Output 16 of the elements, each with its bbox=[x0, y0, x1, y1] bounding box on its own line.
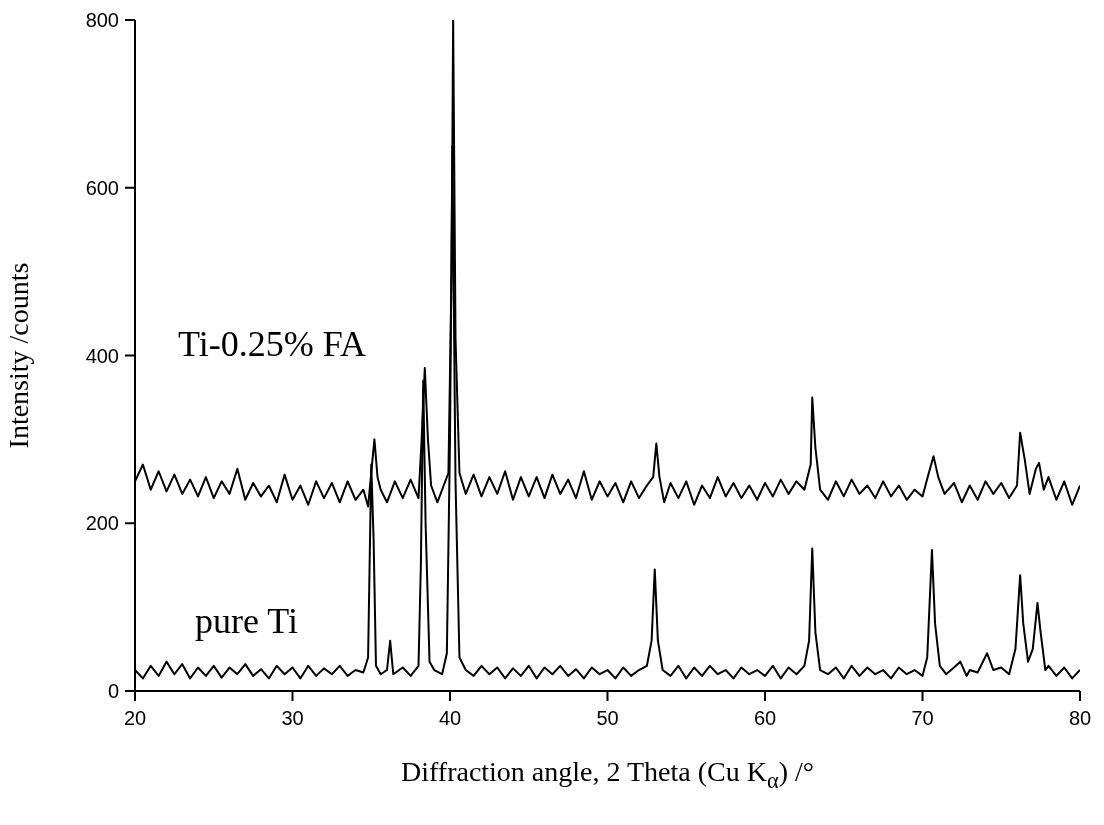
y-tick-label: 800 bbox=[85, 9, 119, 32]
y-axis-title: Intensity /counts bbox=[3, 262, 34, 449]
x-tick-label: 70 bbox=[911, 707, 934, 730]
y-tick-label: 400 bbox=[85, 344, 119, 367]
x-tick-label: 30 bbox=[281, 707, 304, 730]
y-tick-label: 200 bbox=[85, 512, 119, 535]
x-tick-label: 50 bbox=[596, 707, 619, 730]
x-tick-label: 60 bbox=[753, 707, 777, 730]
y-tick-label: 0 bbox=[107, 680, 119, 703]
x-axis-title: Diffraction angle, 2 Theta (Cu K$_{α}$) /° bbox=[400, 756, 815, 793]
series-label: Ti-0.25% FA bbox=[178, 323, 367, 365]
y-tick-label: 600 bbox=[85, 176, 119, 199]
x-tick-label: 40 bbox=[438, 707, 462, 730]
x-tick-label: 20 bbox=[123, 707, 147, 730]
x-tick-label: 80 bbox=[1068, 707, 1092, 730]
series-label: pure Ti bbox=[195, 600, 299, 642]
